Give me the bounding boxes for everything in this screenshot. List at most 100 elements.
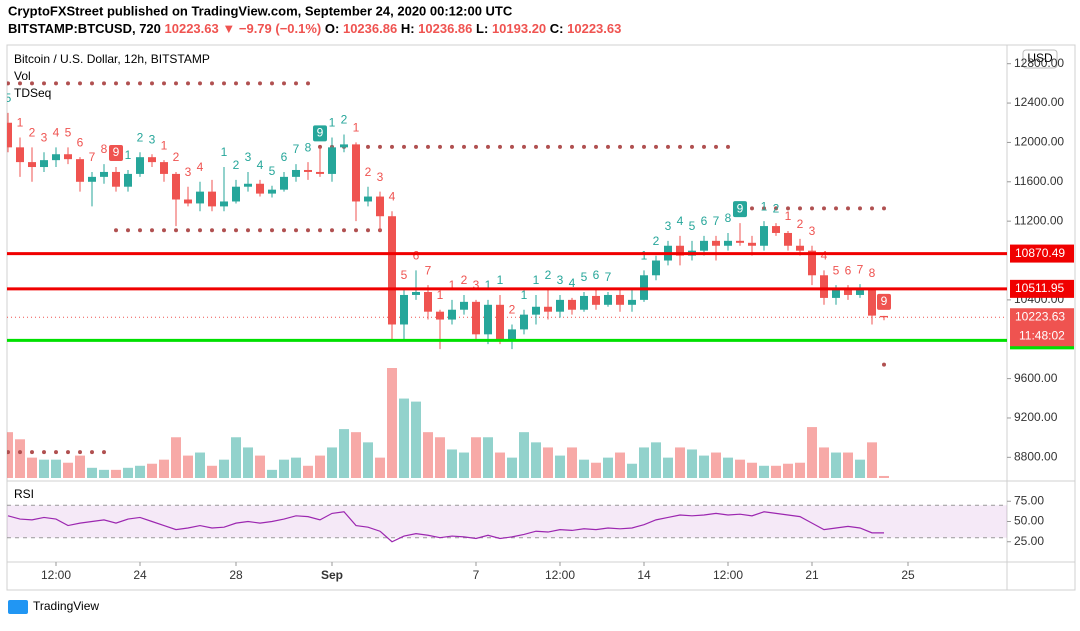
rsi-line [7,511,884,543]
volume-bar [879,475,889,478]
candle-body [592,295,600,305]
rsi-band [7,505,1007,538]
td-level-dot [162,81,166,86]
volume-bar [87,467,97,478]
td-level-dot [18,81,22,86]
td-level-dot [774,206,778,211]
td-count: 7 [293,142,300,156]
y-tick-label: 9600.00 [1014,371,1058,385]
symbol: BITSTAMP:BTCUSD, 720 [8,21,161,36]
volume-bar [99,469,109,478]
volume-bar [303,465,313,478]
candle-body [376,196,384,217]
volume-bar [483,437,493,478]
candle-body [52,154,60,161]
volume-bar [795,462,805,478]
candle-body [184,199,192,204]
currency[interactable]: USD [1027,51,1053,65]
candle-body [508,329,516,340]
candle-body [880,315,888,318]
td-level-dot [210,81,214,86]
td-count: 4 [197,160,204,174]
volume-bar [447,449,457,478]
td-count: 1 [641,249,648,263]
volume-bar [135,465,145,478]
td-count: 4 [821,249,828,263]
candle-body [88,176,96,182]
change: −9.79 (−0.1%) [239,21,321,36]
td-level-dot [642,144,646,149]
x-tick-label: 7 [473,568,480,582]
candle-body [844,290,852,295]
td-count: 5 [833,263,840,277]
candle-body [256,183,264,194]
td-count: 9 [881,294,888,308]
last-price-box [1010,308,1074,347]
td-level-dot [654,144,658,149]
volume-bar [291,457,301,478]
td-level-dot [150,81,154,86]
td-level-dot [870,206,874,211]
volume-bar [339,429,349,478]
td-level-dot [690,144,694,149]
candle-body [772,226,780,233]
volume-bar [807,427,817,478]
td-level-dot [570,144,574,149]
td-count: 3 [473,278,480,292]
volume-bar [51,459,61,478]
price-label: 10511.95 [1015,281,1064,295]
td-count: 5 [5,91,12,105]
td-count: 2 [797,217,804,231]
candle-body [64,154,72,160]
td-level-dot [606,144,610,149]
currency-box[interactable] [1022,49,1058,69]
candle-body [472,301,480,335]
volume-bar [195,452,205,478]
td-level-dot [138,228,142,233]
candle-body [628,299,636,305]
x-tick-label: 21 [805,568,819,582]
volume-bar [27,457,37,478]
td-count: 1 [533,273,540,287]
candle-body [28,162,36,168]
arrow: ▼ [222,21,235,36]
td-level-dot [114,81,118,86]
volume-bar [267,469,277,478]
td-level-dot [678,144,682,149]
volume-bar [183,455,193,478]
candle-body [364,196,372,202]
candle-body [724,240,732,246]
td-level-dot [618,144,622,149]
candle-body [292,169,300,177]
symbol-line: BITSTAMP:BTCUSD, 720 10223.63 ▼ −9.79 (−… [8,21,621,36]
td-count: 1 [353,121,360,135]
td-count: 3 [149,132,156,146]
td-level-dot [858,206,862,211]
td-level-dot [150,228,154,233]
volume-bar [711,452,721,478]
td-level-dot [486,144,490,149]
volume-bar [567,447,577,478]
td-count: 3 [185,165,192,179]
candle-body [556,299,564,312]
td-count: 1 [497,273,504,287]
y-tick-label: 8800.00 [1014,450,1058,464]
td-count: 7 [857,262,864,276]
legend-rsi: RSI [14,487,34,501]
td-level-dot [846,206,850,211]
td-level-dot [822,206,826,211]
volume-bar [495,452,505,478]
rsi-tick-label: 25.00 [1014,534,1044,548]
x-tick-label: 12:00 [41,568,71,582]
volume-bar [471,437,481,478]
td-count: 3 [557,273,564,287]
volume-bar [531,442,541,478]
td-count: 9 [113,145,120,159]
td-count: 2 [509,303,516,317]
publisher: CryptoFXStreet published on TradingView.… [8,3,513,18]
volume-bar [579,459,589,478]
td-level-dot [210,228,214,233]
td-count: 6 [413,249,420,263]
td-level-dot [282,228,286,233]
volume-bar [459,452,469,478]
